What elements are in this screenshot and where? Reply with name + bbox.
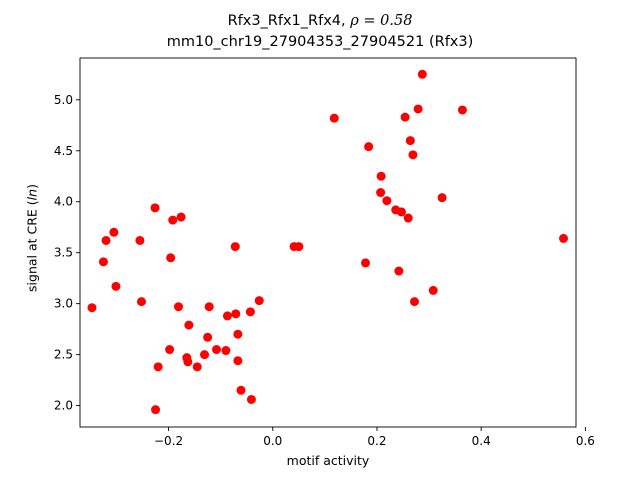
x-axis-label: motif activity	[286, 453, 370, 468]
data-point	[233, 329, 243, 339]
data-point	[109, 227, 119, 237]
x-tick-label: 0.6	[576, 434, 595, 448]
data-point	[428, 285, 438, 295]
data-point	[183, 357, 193, 367]
data-point	[558, 233, 568, 243]
data-point	[246, 394, 256, 404]
data-point	[200, 350, 210, 360]
y-tick-label: 2.5	[54, 348, 73, 362]
y-tick-label: 5.0	[54, 93, 73, 107]
data-point	[153, 362, 163, 372]
chart-title-rho: ρ = 0.58	[350, 13, 413, 29]
data-point	[294, 242, 304, 252]
data-point	[222, 311, 232, 321]
data-point	[168, 215, 178, 225]
data-point	[254, 296, 264, 306]
data-point	[382, 196, 392, 206]
data-point	[413, 104, 423, 114]
data-point	[376, 171, 386, 181]
y-tick-label: 4.0	[54, 195, 73, 209]
data-point	[98, 257, 108, 267]
data-point	[437, 193, 447, 203]
data-point	[87, 303, 97, 313]
data-point	[204, 302, 214, 312]
data-point	[231, 309, 241, 319]
y-tick-label: 3.5	[54, 246, 73, 260]
chart-title-prefix: Rfx3_Rfx1_Rfx4,	[227, 13, 351, 29]
data-point	[192, 362, 202, 372]
y-axis-label: signal at CRE (ln)	[25, 184, 40, 292]
data-point	[245, 307, 255, 317]
data-point	[184, 320, 194, 330]
data-point	[329, 113, 339, 123]
data-point	[403, 213, 413, 223]
data-point	[203, 332, 213, 342]
data-point	[221, 346, 231, 356]
data-point	[409, 297, 419, 307]
data-point	[233, 356, 243, 366]
chart-title: Rfx3_Rfx1_Rfx4, ρ = 0.58	[0, 13, 640, 29]
x-tick-label: −0.2	[154, 434, 183, 448]
data-point	[151, 405, 161, 415]
data-point	[400, 112, 410, 122]
data-point	[135, 235, 145, 245]
data-point	[111, 281, 121, 291]
data-point	[173, 302, 183, 312]
data-point	[136, 297, 146, 307]
y-tick-label: 4.5	[54, 144, 73, 158]
data-point	[361, 258, 371, 268]
data-point	[408, 150, 418, 160]
data-point	[364, 142, 374, 152]
y-axis-label-ln: ln	[24, 188, 40, 201]
x-tick-label: 0.0	[263, 434, 282, 448]
data-point	[396, 207, 406, 217]
data-point	[457, 105, 467, 115]
data-point	[165, 345, 175, 355]
data-point	[101, 235, 111, 245]
x-tick-label: 0.2	[367, 434, 386, 448]
data-point	[405, 136, 415, 146]
data-point	[376, 188, 386, 198]
y-tick-label: 2.0	[54, 399, 73, 413]
y-axis-label-suffix: )	[24, 184, 40, 189]
y-tick-label: 3.0	[54, 297, 73, 311]
plot-frame	[79, 57, 577, 428]
chart-subtitle: mm10_chr19_27904353_27904521 (Rfx3)	[166, 34, 474, 50]
data-point	[212, 345, 222, 355]
data-point	[150, 203, 160, 213]
data-point	[176, 212, 186, 222]
data-point	[166, 253, 176, 263]
data-point	[394, 266, 404, 276]
y-axis-label-prefix: signal at CRE (	[24, 200, 40, 292]
data-point	[230, 242, 240, 252]
data-point	[236, 385, 246, 395]
data-point	[417, 69, 427, 79]
x-tick-label: 0.4	[472, 434, 491, 448]
